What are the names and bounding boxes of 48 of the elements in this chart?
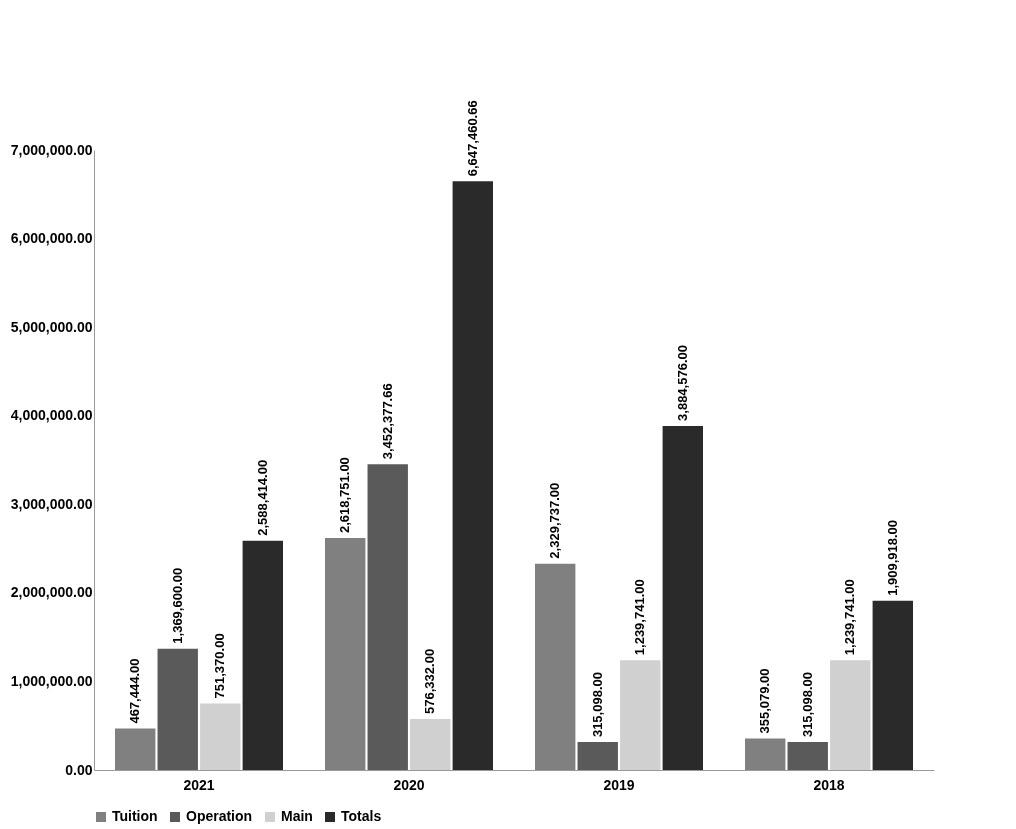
bar xyxy=(115,728,156,770)
data-label: 2,329,737.00 xyxy=(547,482,563,559)
x-tick-label: 2020 xyxy=(393,776,425,793)
bar xyxy=(367,464,408,770)
data-label: 3,884,576.00 xyxy=(674,345,690,421)
bar xyxy=(830,660,871,770)
x-tick-label: 2019 xyxy=(603,776,635,793)
y-tick-label: 3,000,000.00 xyxy=(10,495,93,512)
bar xyxy=(535,563,576,770)
data-label: 751,370.00 xyxy=(212,633,228,699)
bar xyxy=(157,648,198,770)
bar xyxy=(200,703,241,770)
legend-label: Tuition xyxy=(112,808,158,824)
legend-label: Main xyxy=(281,808,313,824)
bar xyxy=(452,181,493,770)
y-tick-label: 7,000,000.00 xyxy=(10,141,93,158)
data-label: 1,239,741.00 xyxy=(632,579,648,656)
data-label: 467,444.00 xyxy=(127,658,143,724)
y-tick-label: 0.00 xyxy=(65,761,93,778)
x-tick-label: 2021 xyxy=(183,776,215,793)
data-label: 2,618,751.00 xyxy=(337,457,353,534)
data-label: 2,588,414.00 xyxy=(254,459,270,536)
y-tick-label: 6,000,000.00 xyxy=(10,230,93,247)
legend-label: Totals xyxy=(341,808,382,824)
bar xyxy=(577,742,618,770)
data-label: 3,452,377.66 xyxy=(379,383,395,460)
y-tick-label: 2,000,000.00 xyxy=(10,584,93,601)
data-label: 1,909,918.00 xyxy=(884,519,900,596)
bar xyxy=(242,540,283,770)
data-label: 576,332.00 xyxy=(422,648,438,714)
bar xyxy=(620,660,661,770)
data-label: 1,369,600.00 xyxy=(169,567,185,644)
bar xyxy=(662,425,703,770)
data-label: 1,239,741.00 xyxy=(842,579,858,656)
y-tick-label: 1,000,000.00 xyxy=(10,672,93,689)
bar xyxy=(745,738,786,770)
data-label: 315,098.00 xyxy=(589,672,605,738)
x-tick-label: 2018 xyxy=(813,776,845,793)
data-label: 355,079.00 xyxy=(757,668,773,734)
bar xyxy=(325,538,366,770)
data-label: 6,647,460.66 xyxy=(464,100,480,177)
bar xyxy=(410,718,451,770)
y-tick-label: 5,000,000.00 xyxy=(10,318,93,335)
y-tick-label: 4,000,000.00 xyxy=(10,407,93,424)
bar xyxy=(872,600,913,770)
data-label: 315,098.00 xyxy=(799,672,815,738)
legend-label: Operation xyxy=(186,808,253,824)
bar xyxy=(787,742,828,770)
